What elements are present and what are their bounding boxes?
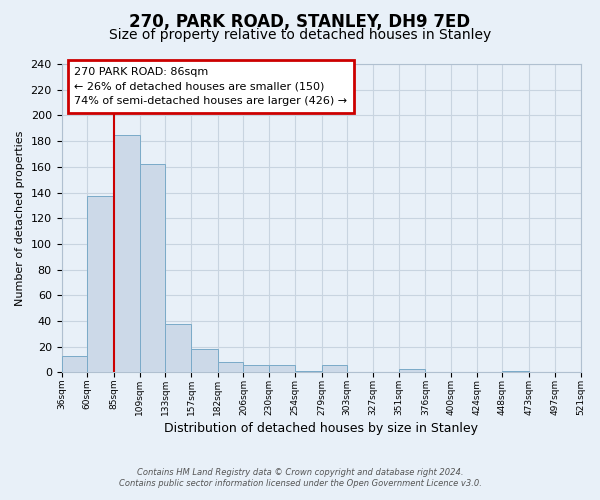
- Text: Size of property relative to detached houses in Stanley: Size of property relative to detached ho…: [109, 28, 491, 42]
- Bar: [191, 350, 218, 372]
- Bar: [140, 164, 166, 372]
- Text: Contains HM Land Registry data © Crown copyright and database right 2024.
Contai: Contains HM Land Registry data © Crown c…: [119, 468, 481, 487]
- Bar: [87, 196, 114, 372]
- Bar: [322, 364, 347, 372]
- Bar: [244, 364, 269, 372]
- Bar: [166, 324, 191, 372]
- Y-axis label: Number of detached properties: Number of detached properties: [15, 130, 25, 306]
- Bar: [398, 368, 425, 372]
- Bar: [269, 364, 295, 372]
- Bar: [295, 371, 322, 372]
- X-axis label: Distribution of detached houses by size in Stanley: Distribution of detached houses by size …: [164, 422, 478, 435]
- Bar: [62, 356, 87, 372]
- Bar: [218, 362, 244, 372]
- Text: 270 PARK ROAD: 86sqm
← 26% of detached houses are smaller (150)
74% of semi-deta: 270 PARK ROAD: 86sqm ← 26% of detached h…: [74, 66, 347, 106]
- Bar: [114, 134, 140, 372]
- Text: 270, PARK ROAD, STANLEY, DH9 7ED: 270, PARK ROAD, STANLEY, DH9 7ED: [130, 12, 470, 30]
- Bar: [502, 371, 529, 372]
